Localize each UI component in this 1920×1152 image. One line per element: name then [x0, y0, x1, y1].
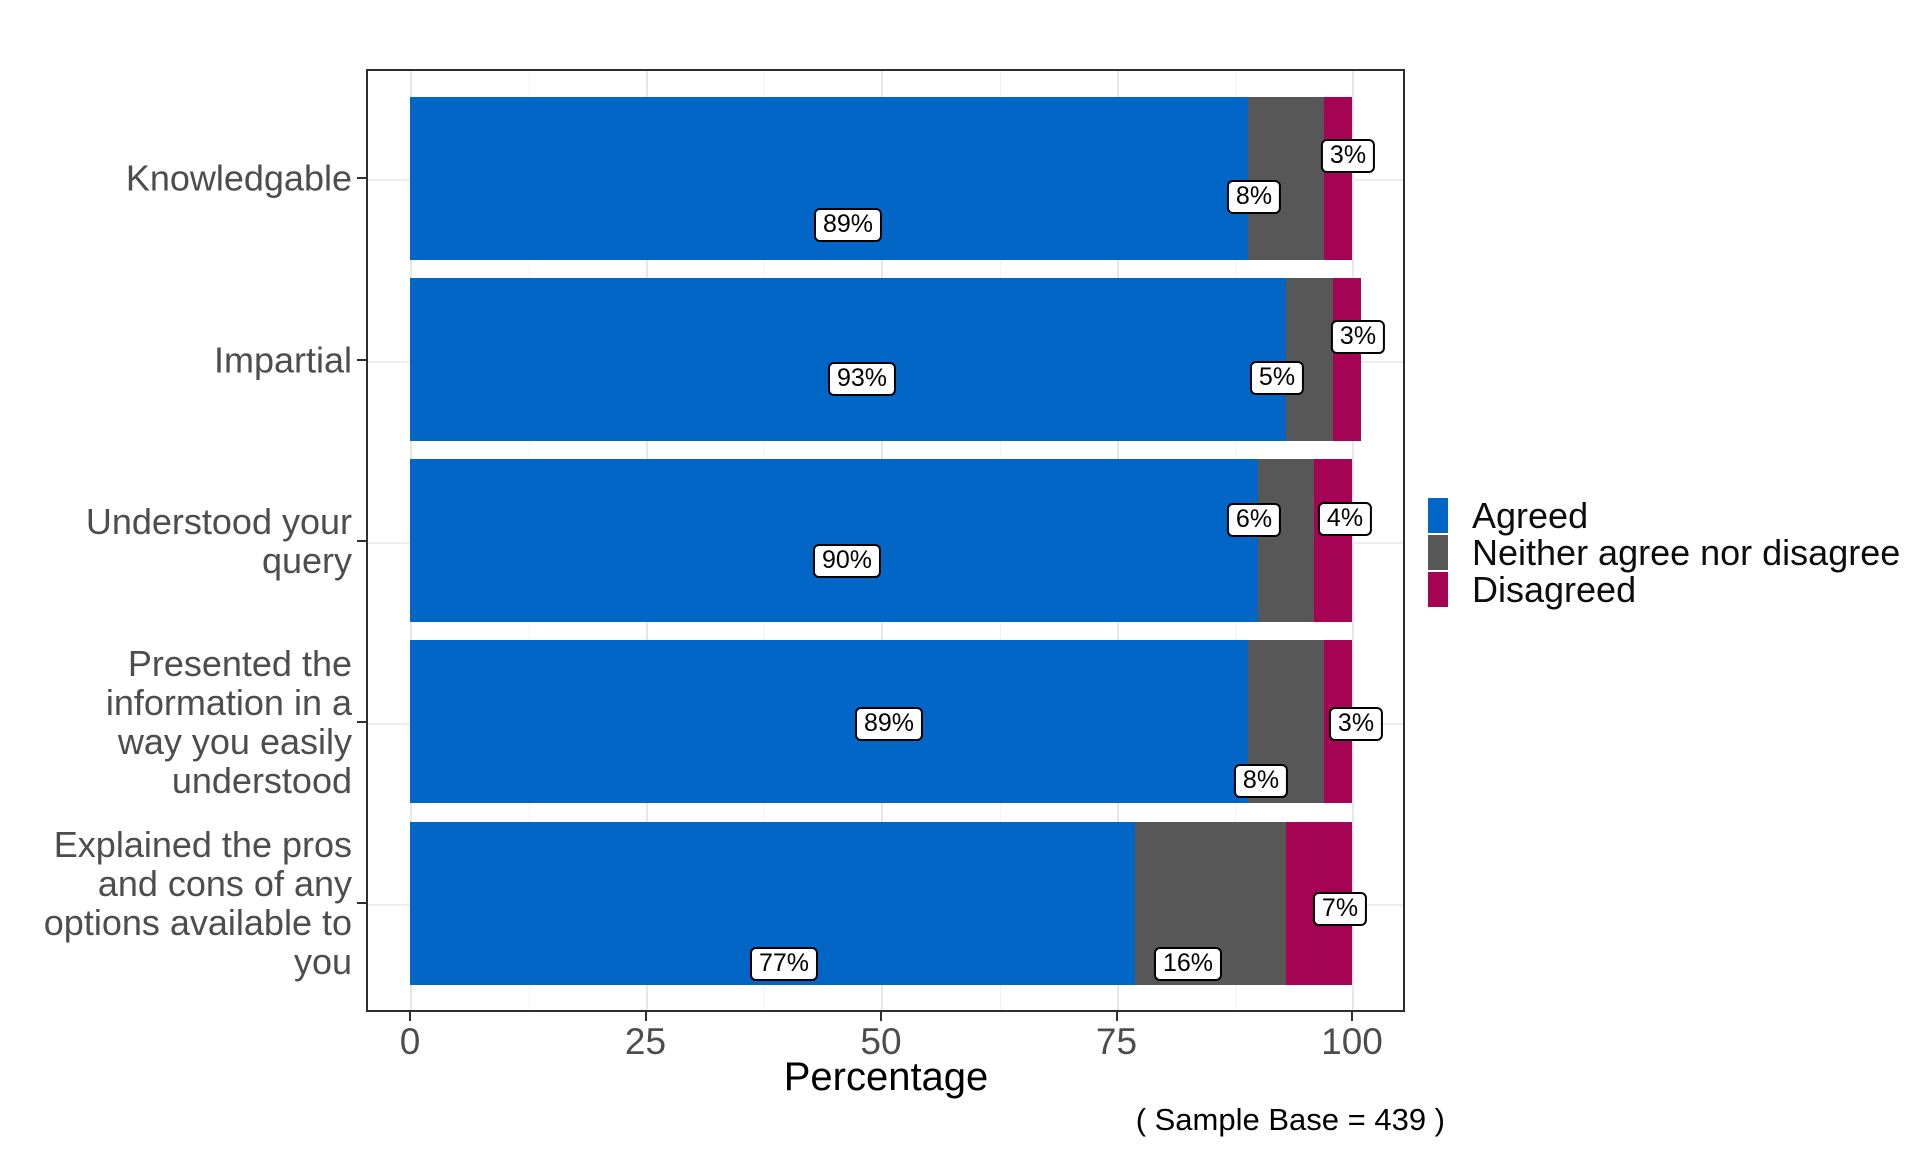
x-tick-mark — [880, 1012, 882, 1021]
legend-swatch-neither — [1428, 535, 1448, 570]
x-tick-label: 0 — [399, 1021, 421, 1062]
x-tick-label: 75 — [1095, 1021, 1138, 1062]
value-label: 3% — [1330, 320, 1386, 354]
bar-segment-neither — [1248, 96, 1324, 260]
x-axis-title: Percentage — [783, 1055, 989, 1099]
value-label: 16% — [1153, 947, 1223, 981]
bar-segment-agreed — [410, 459, 1258, 622]
value-label: 4% — [1317, 502, 1373, 536]
legend-item: Neither agree nor disagree — [1428, 531, 1901, 573]
value-label: 6% — [1226, 503, 1282, 537]
value-label: 77% — [749, 947, 819, 981]
value-label: 89% — [813, 208, 883, 242]
gridline-major — [1352, 71, 1354, 1010]
legend-swatch-agreed — [1428, 498, 1448, 533]
value-label: 5% — [1249, 361, 1305, 395]
category-label: Presented the information in a way you e… — [105, 642, 352, 801]
value-label: 93% — [827, 362, 897, 396]
category-label: Knowledgable — [125, 157, 352, 199]
y-tick-mark — [357, 177, 366, 179]
value-label: 90% — [812, 544, 882, 578]
y-tick-mark — [357, 902, 366, 904]
value-label: 3% — [1328, 707, 1384, 741]
bar-segment-neither — [1257, 459, 1315, 622]
y-tick-mark — [357, 720, 366, 723]
y-tick-mark — [357, 539, 366, 542]
legend-label: Agreed — [1472, 494, 1589, 536]
x-tick-label: 100 — [1321, 1021, 1383, 1062]
category-label: Explained the pros and cons of any optio… — [43, 824, 352, 982]
x-tick-mark — [644, 1012, 647, 1021]
bar-segment-disagreed — [1333, 278, 1362, 441]
bar-segment-neither — [1286, 278, 1334, 441]
sample-base-caption: ( Sample Base = 439 ) — [1135, 1102, 1445, 1137]
x-tick-mark — [409, 1012, 411, 1021]
bar-segment-disagreed — [1314, 459, 1352, 622]
legend: Agreed Neither agree nor disagree Disagree… — [1428, 494, 1901, 610]
bar-segment-disagreed — [1323, 96, 1352, 260]
value-label: 7% — [1312, 892, 1368, 926]
value-label: 8% — [1226, 180, 1282, 214]
value-label: 89% — [854, 707, 924, 741]
y-tick-mark — [357, 358, 366, 361]
legend-label: Neither agree nor disagree — [1472, 531, 1901, 573]
x-tick-label: 25 — [624, 1021, 667, 1062]
legend-swatch-disagreed — [1428, 572, 1448, 607]
legend-item: Agreed — [1428, 494, 1900, 536]
value-label: 3% — [1320, 139, 1376, 173]
category-label: Understood your query — [85, 500, 352, 581]
x-tick-mark — [1351, 1012, 1353, 1021]
legend-label: Disagreed — [1472, 568, 1637, 610]
value-label: 8% — [1233, 764, 1289, 798]
bar-segment-agreed — [410, 640, 1249, 803]
x-tick-label: 50 — [860, 1021, 902, 1062]
legend-item: Disagreed — [1428, 568, 1900, 610]
category-label: Impartial — [213, 339, 352, 380]
x-tick-mark — [1115, 1012, 1118, 1021]
bar-segment-agreed — [410, 278, 1287, 441]
